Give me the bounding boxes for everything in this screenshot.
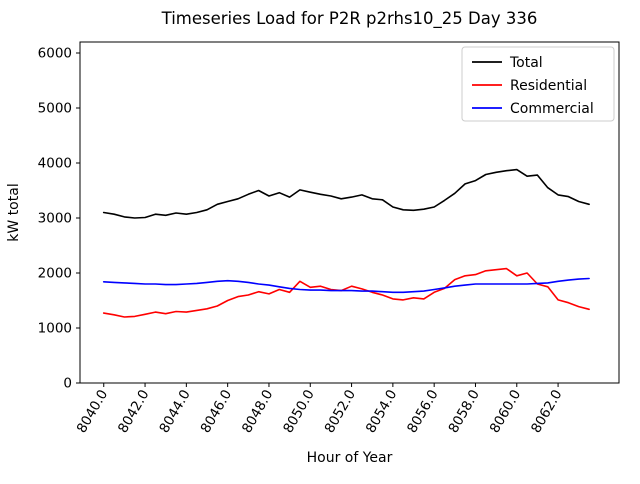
x-tick-label: 8040.0 (74, 387, 111, 436)
y-tick-label: 2000 (38, 266, 72, 282)
x-tick-label: 8044.0 (156, 387, 193, 436)
series-line-commercial (102, 277, 590, 294)
x-tick-label: 8042.0 (115, 387, 152, 436)
x-tick-label: 8046.0 (198, 387, 235, 436)
chart-title: Timeseries Load for P2R p2rhs10_25 Day 3… (161, 9, 538, 29)
y-tick-label: 4000 (38, 156, 72, 172)
series-line-residential (102, 267, 590, 318)
x-tick-label: 8056.0 (404, 387, 441, 436)
y-tick-label: 1000 (38, 321, 72, 337)
x-axis-label: Hour of Year (307, 450, 393, 466)
x-tick-label: 8048.0 (239, 387, 276, 436)
y-tick-label: 3000 (38, 211, 72, 227)
legend-label-residential: Residential (510, 78, 587, 94)
x-tick-label: 8050.0 (280, 387, 317, 436)
y-tick-label: 0 (63, 376, 72, 392)
y-tick-label: 5000 (38, 101, 72, 117)
x-tick-label: 8062.0 (528, 387, 565, 436)
x-tick-label: 8058.0 (445, 387, 482, 436)
x-tick-label: 8052.0 (322, 387, 359, 436)
y-axis-label: kW total (6, 183, 22, 241)
x-tick-label: 8054.0 (363, 387, 400, 436)
legend-label-commercial: Commercial (510, 101, 594, 117)
series-line-total (102, 168, 590, 219)
y-tick-label: 6000 (38, 46, 72, 62)
plot-border (79, 41, 620, 384)
x-tick-label: 8060.0 (487, 387, 524, 436)
legend-box (461, 46, 615, 122)
legend-label-total: Total (509, 55, 543, 71)
